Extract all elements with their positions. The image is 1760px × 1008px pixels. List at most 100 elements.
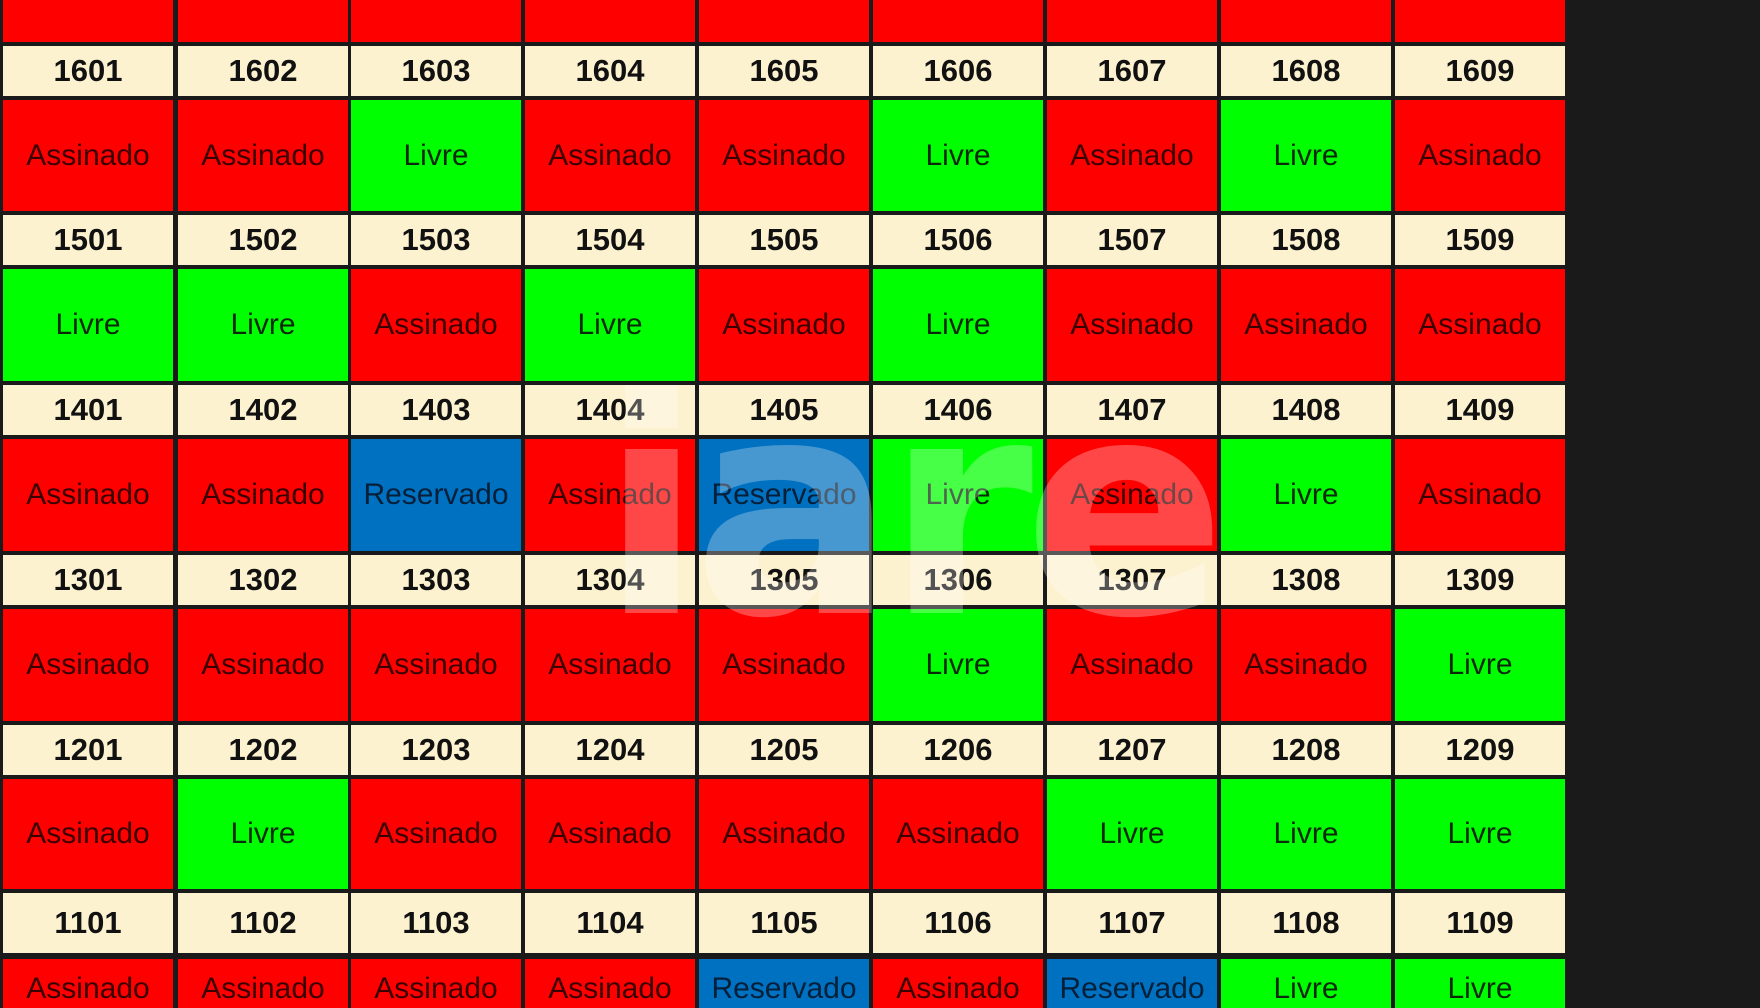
- unit-number: 1507: [1047, 215, 1217, 265]
- unit-status-cell: Livre: [1395, 779, 1565, 889]
- unit-status-cell: Livre: [873, 100, 1043, 211]
- unit-status-cell: Assinado: [525, 100, 695, 211]
- unit-status-cell: Livre: [873, 269, 1043, 381]
- unit-status-cell: Assinado: [3, 779, 173, 889]
- unit-number: 1401: [3, 385, 173, 435]
- unit-status-cell: Assinado: [1221, 269, 1391, 381]
- unit-status-cell: Livre: [873, 609, 1043, 721]
- unit-status-cell: Assinado: [1047, 100, 1217, 211]
- grid-column: 1603 Livre 1503 Assinado 1403 Reservado 1303 As…: [351, 0, 521, 1008]
- unit-status-cell: Livre: [1395, 959, 1565, 1008]
- unit-number: 1601: [3, 46, 173, 96]
- unit-status-cell: Assinado: [699, 779, 869, 889]
- unit-status-cell: Assinado: [3, 100, 173, 211]
- unit-number: 1103: [351, 893, 521, 953]
- unit-number: 1301: [3, 555, 173, 605]
- unit-status-cell: Assinado: [1047, 439, 1217, 551]
- unit-number: 1409: [1395, 385, 1565, 435]
- unit-status-cell: Livre: [178, 779, 348, 889]
- unit-status-cell: Assinado: [873, 779, 1043, 889]
- unit-number: 1607: [1047, 46, 1217, 96]
- unit-number: 1307: [1047, 555, 1217, 605]
- unit-number: 1202: [178, 725, 348, 775]
- unit-number: 1305: [699, 555, 869, 605]
- unit-number: 1107: [1047, 893, 1217, 953]
- unit-status-cell: Livre: [1221, 439, 1391, 551]
- unit-status-cell: Assinado: [1221, 609, 1391, 721]
- unit-status-cell: Assinado: [525, 959, 695, 1008]
- unit-number: 1204: [525, 725, 695, 775]
- unit-number: 1602: [178, 46, 348, 96]
- unit-status-cell: Assinado: [525, 779, 695, 889]
- top-strip-cell: [525, 0, 695, 42]
- unit-status-cell: Reservado: [699, 959, 869, 1008]
- unit-number: 1603: [351, 46, 521, 96]
- grid-column: 1601 Assinado 1501 Livre 1401 Assinado 1301 Ass…: [3, 0, 173, 1008]
- grid-column: 1608 Livre 1508 Assinado 1408 Livre 1308 Assina…: [1221, 0, 1391, 1008]
- unit-number: 1506: [873, 215, 1043, 265]
- unit-number: 1309: [1395, 555, 1565, 605]
- unit-number: 1101: [3, 893, 173, 953]
- unit-number: 1205: [699, 725, 869, 775]
- unit-status-cell: Reservado: [699, 439, 869, 551]
- unit-status-cell: Assinado: [1395, 439, 1565, 551]
- unit-number: 1408: [1221, 385, 1391, 435]
- grid-column: 1604 Assinado 1504 Livre 1404 Assinado 1304 Ass…: [525, 0, 695, 1008]
- unit-number: 1406: [873, 385, 1043, 435]
- unit-number: 1509: [1395, 215, 1565, 265]
- unit-number: 1609: [1395, 46, 1565, 96]
- unit-status-cell: Assinado: [1395, 269, 1565, 381]
- grid-column: 1609 Assinado 1509 Assinado 1409 Assinado 1309…: [1395, 0, 1565, 1008]
- unit-status-cell: Assinado: [525, 439, 695, 551]
- unit-status-cell: Livre: [1221, 100, 1391, 211]
- grid-column: 1607 Assinado 1507 Assinado 1407 Assinado 1307…: [1047, 0, 1217, 1008]
- grid-column: 1602 Assinado 1502 Livre 1402 Assinado 1302 Ass…: [178, 0, 348, 1008]
- grid-column: 1605 Assinado 1505 Assinado 1405 Reservado 130…: [699, 0, 869, 1008]
- unit-number: 1303: [351, 555, 521, 605]
- unit-number: 1308: [1221, 555, 1391, 605]
- unit-number: 1106: [873, 893, 1043, 953]
- unit-number: 1503: [351, 215, 521, 265]
- unit-number: 1203: [351, 725, 521, 775]
- unit-number: 1109: [1395, 893, 1565, 953]
- unit-number: 1502: [178, 215, 348, 265]
- top-strip-cell: [699, 0, 869, 42]
- unit-status-cell: Assinado: [1047, 269, 1217, 381]
- unit-number: 1306: [873, 555, 1043, 605]
- unit-number: 1402: [178, 385, 348, 435]
- unit-number: 1206: [873, 725, 1043, 775]
- unit-number: 1405: [699, 385, 869, 435]
- unit-status-cell: Assinado: [873, 959, 1043, 1008]
- unit-status-cell: Assinado: [525, 609, 695, 721]
- unit-status-cell: Assinado: [3, 959, 173, 1008]
- unit-number: 1404: [525, 385, 695, 435]
- top-strip-cell: [178, 0, 348, 42]
- unit-status-cell: Livre: [873, 439, 1043, 551]
- unit-status-cell: Assinado: [351, 959, 521, 1008]
- unit-number: 1108: [1221, 893, 1391, 953]
- unit-status-cell: Assinado: [351, 609, 521, 721]
- unit-status-cell: Livre: [1047, 779, 1217, 889]
- unit-number: 1201: [3, 725, 173, 775]
- unit-status-cell: Livre: [1221, 779, 1391, 889]
- unit-status-cell: Livre: [1221, 959, 1391, 1008]
- unit-number: 1504: [525, 215, 695, 265]
- unit-status-cell: Assinado: [178, 439, 348, 551]
- unit-number: 1208: [1221, 725, 1391, 775]
- top-strip-cell: [1047, 0, 1217, 42]
- unit-number: 1403: [351, 385, 521, 435]
- top-strip-cell: [1221, 0, 1391, 42]
- unit-number: 1508: [1221, 215, 1391, 265]
- unit-status-cell: Assinado: [1047, 609, 1217, 721]
- unit-status-cell: Livre: [351, 100, 521, 211]
- unit-number: 1407: [1047, 385, 1217, 435]
- unit-number: 1105: [699, 893, 869, 953]
- unit-status-cell: Assinado: [178, 100, 348, 211]
- top-strip-cell: [1395, 0, 1565, 42]
- unit-number: 1501: [3, 215, 173, 265]
- unit-status-cell: Livre: [1395, 609, 1565, 721]
- unit-status-cell: Assinado: [178, 959, 348, 1008]
- unit-status-cell: Assinado: [699, 100, 869, 211]
- unit-number: 1302: [178, 555, 348, 605]
